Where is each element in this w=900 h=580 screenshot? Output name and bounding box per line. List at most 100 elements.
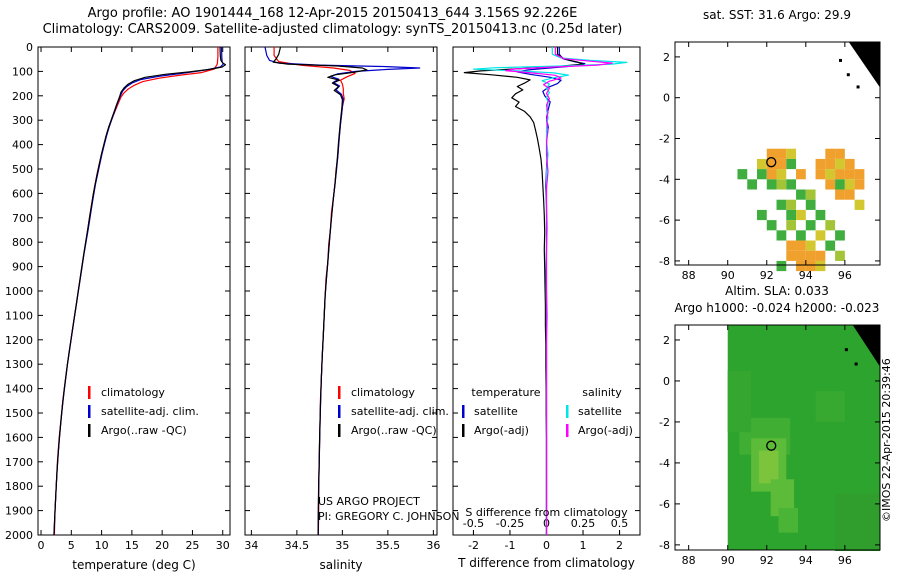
depth-tick-label: 1400 [5,383,33,396]
lat-tick-label: -2 [659,416,670,429]
depth-tick-label: 600 [12,187,33,200]
lon-tick-label: 88 [682,269,696,282]
x-tick-label: 10 [95,539,109,552]
x-tick-label: 36 [426,539,440,552]
sst-pixel [737,169,748,180]
sst-pixel [786,148,797,159]
x-tick-label: 35 [335,539,349,552]
sst-pixel [815,230,826,241]
legend-label: Argo(-adj) [578,424,633,437]
sst-pixel [776,148,787,159]
sst-pixel [815,260,826,272]
sst-pixel [854,179,865,190]
sdiff-axis-label: S difference from climatology [465,506,628,519]
s-tick-label: -0.5 [463,517,484,530]
sst-pixel [835,169,845,180]
x-tick-label: 30 [216,539,230,552]
y-ticks [453,46,640,536]
depth-tick-label: 300 [12,114,33,127]
depth-tick-label: 1800 [5,480,33,493]
argo-position-marker [766,157,777,168]
series-t-diff-argo [463,47,584,535]
sst-pixel [776,230,787,241]
field-patch [778,507,798,533]
lat-tick-label: -4 [659,457,670,470]
lon-tick-label: 92 [760,269,774,282]
depth-tick-label: 1500 [5,407,33,420]
legend-marker [338,405,341,418]
island [854,362,858,366]
sla-map: 88 90 92 94 96 2 0 -2 -4 -6 -8 [659,324,881,567]
sla-title-line1: Altim. SLA: 0.033 [725,284,829,298]
sst-pixel [844,179,855,190]
legend-label: Argo(..raw -QC) [101,424,187,437]
sst-pixel [776,199,787,210]
sst-pixel [796,260,806,272]
sst-pixel [776,260,787,272]
field-patch [727,370,752,433]
legend-label: Argo(..raw -QC) [351,424,437,437]
sst-pixel [766,179,777,190]
legend-marker [338,386,341,399]
sst-pixel [766,158,777,170]
temperature-panel: 0 5 10 15 20 25 300100200300400500600700800900… [5,41,231,552]
sst-pixel [786,240,797,251]
sst-pixel [786,158,797,170]
sst-pixel [854,169,865,180]
map-ticks [675,42,880,265]
island [856,85,860,89]
x-tick-label: 1 [580,539,587,552]
depth-tick-label: 1700 [5,456,33,469]
y-ticks [38,46,230,536]
lat-tick-label: -8 [659,255,670,268]
depth-tick-label: 1100 [5,309,33,322]
sst-pixel [825,179,836,190]
legend-label: satellite [578,405,622,418]
legend-marker [462,405,465,418]
imos-copyright-text: ©IMOS 22-Apr-2015 20:39:46 [880,358,893,522]
field-patch [835,493,880,552]
depth-tick-label: 1900 [5,505,33,518]
watermark-line2: PI: GREGORY C. JOHNSON [318,510,460,523]
legend-marker [566,405,569,418]
field-patch [758,450,779,484]
depth-tick-label: 0 [26,41,33,54]
legend-label: satellite-adj. clim. [351,405,449,418]
sst-pixel [786,220,797,231]
lon-tick-label: 96 [838,554,852,567]
lat-tick-label: 2 [663,334,670,347]
axes-box [37,46,231,536]
sst-pixel [835,189,845,200]
sst-pixel [766,148,777,159]
depth-tick-label: 1200 [5,334,33,347]
sst-pixel [844,169,855,180]
depth-tick-label: 200 [12,90,33,103]
lat-tick-label: -6 [659,214,670,227]
sst-pixel [757,209,767,221]
lat-tick-label: -6 [659,498,670,511]
sst-pixel [805,260,816,272]
sst-pixel [796,230,806,241]
legend-marker [88,405,91,418]
sst-pixel [796,189,806,200]
t_difference-panel: -2 -1 0 1 2-0.5 -0.25 0 0.25 0.5temperaturesatel… [452,46,641,552]
series-satellite-adj-clim [264,46,421,536]
series-argo-raw [53,46,227,536]
x-tick-label: 20 [155,539,169,552]
x-tick-label: 5 [68,539,75,552]
depth-tick-label: 800 [12,236,33,249]
sst-pixel [805,250,816,261]
sst-pixel [757,169,767,180]
sst-pixel [776,179,787,190]
legend-marker [88,424,91,437]
sst-pixel [786,179,797,190]
x-tick-label: 25 [185,539,199,552]
map-axes-box [674,324,881,551]
lon-tick-label: 92 [760,554,774,567]
legend-marker [88,386,91,399]
legend-header: salinity [582,386,622,399]
sst-pixel [825,220,836,231]
map-axes-box [674,41,881,266]
coastline [852,325,880,367]
lat-tick-label: 0 [663,375,670,388]
